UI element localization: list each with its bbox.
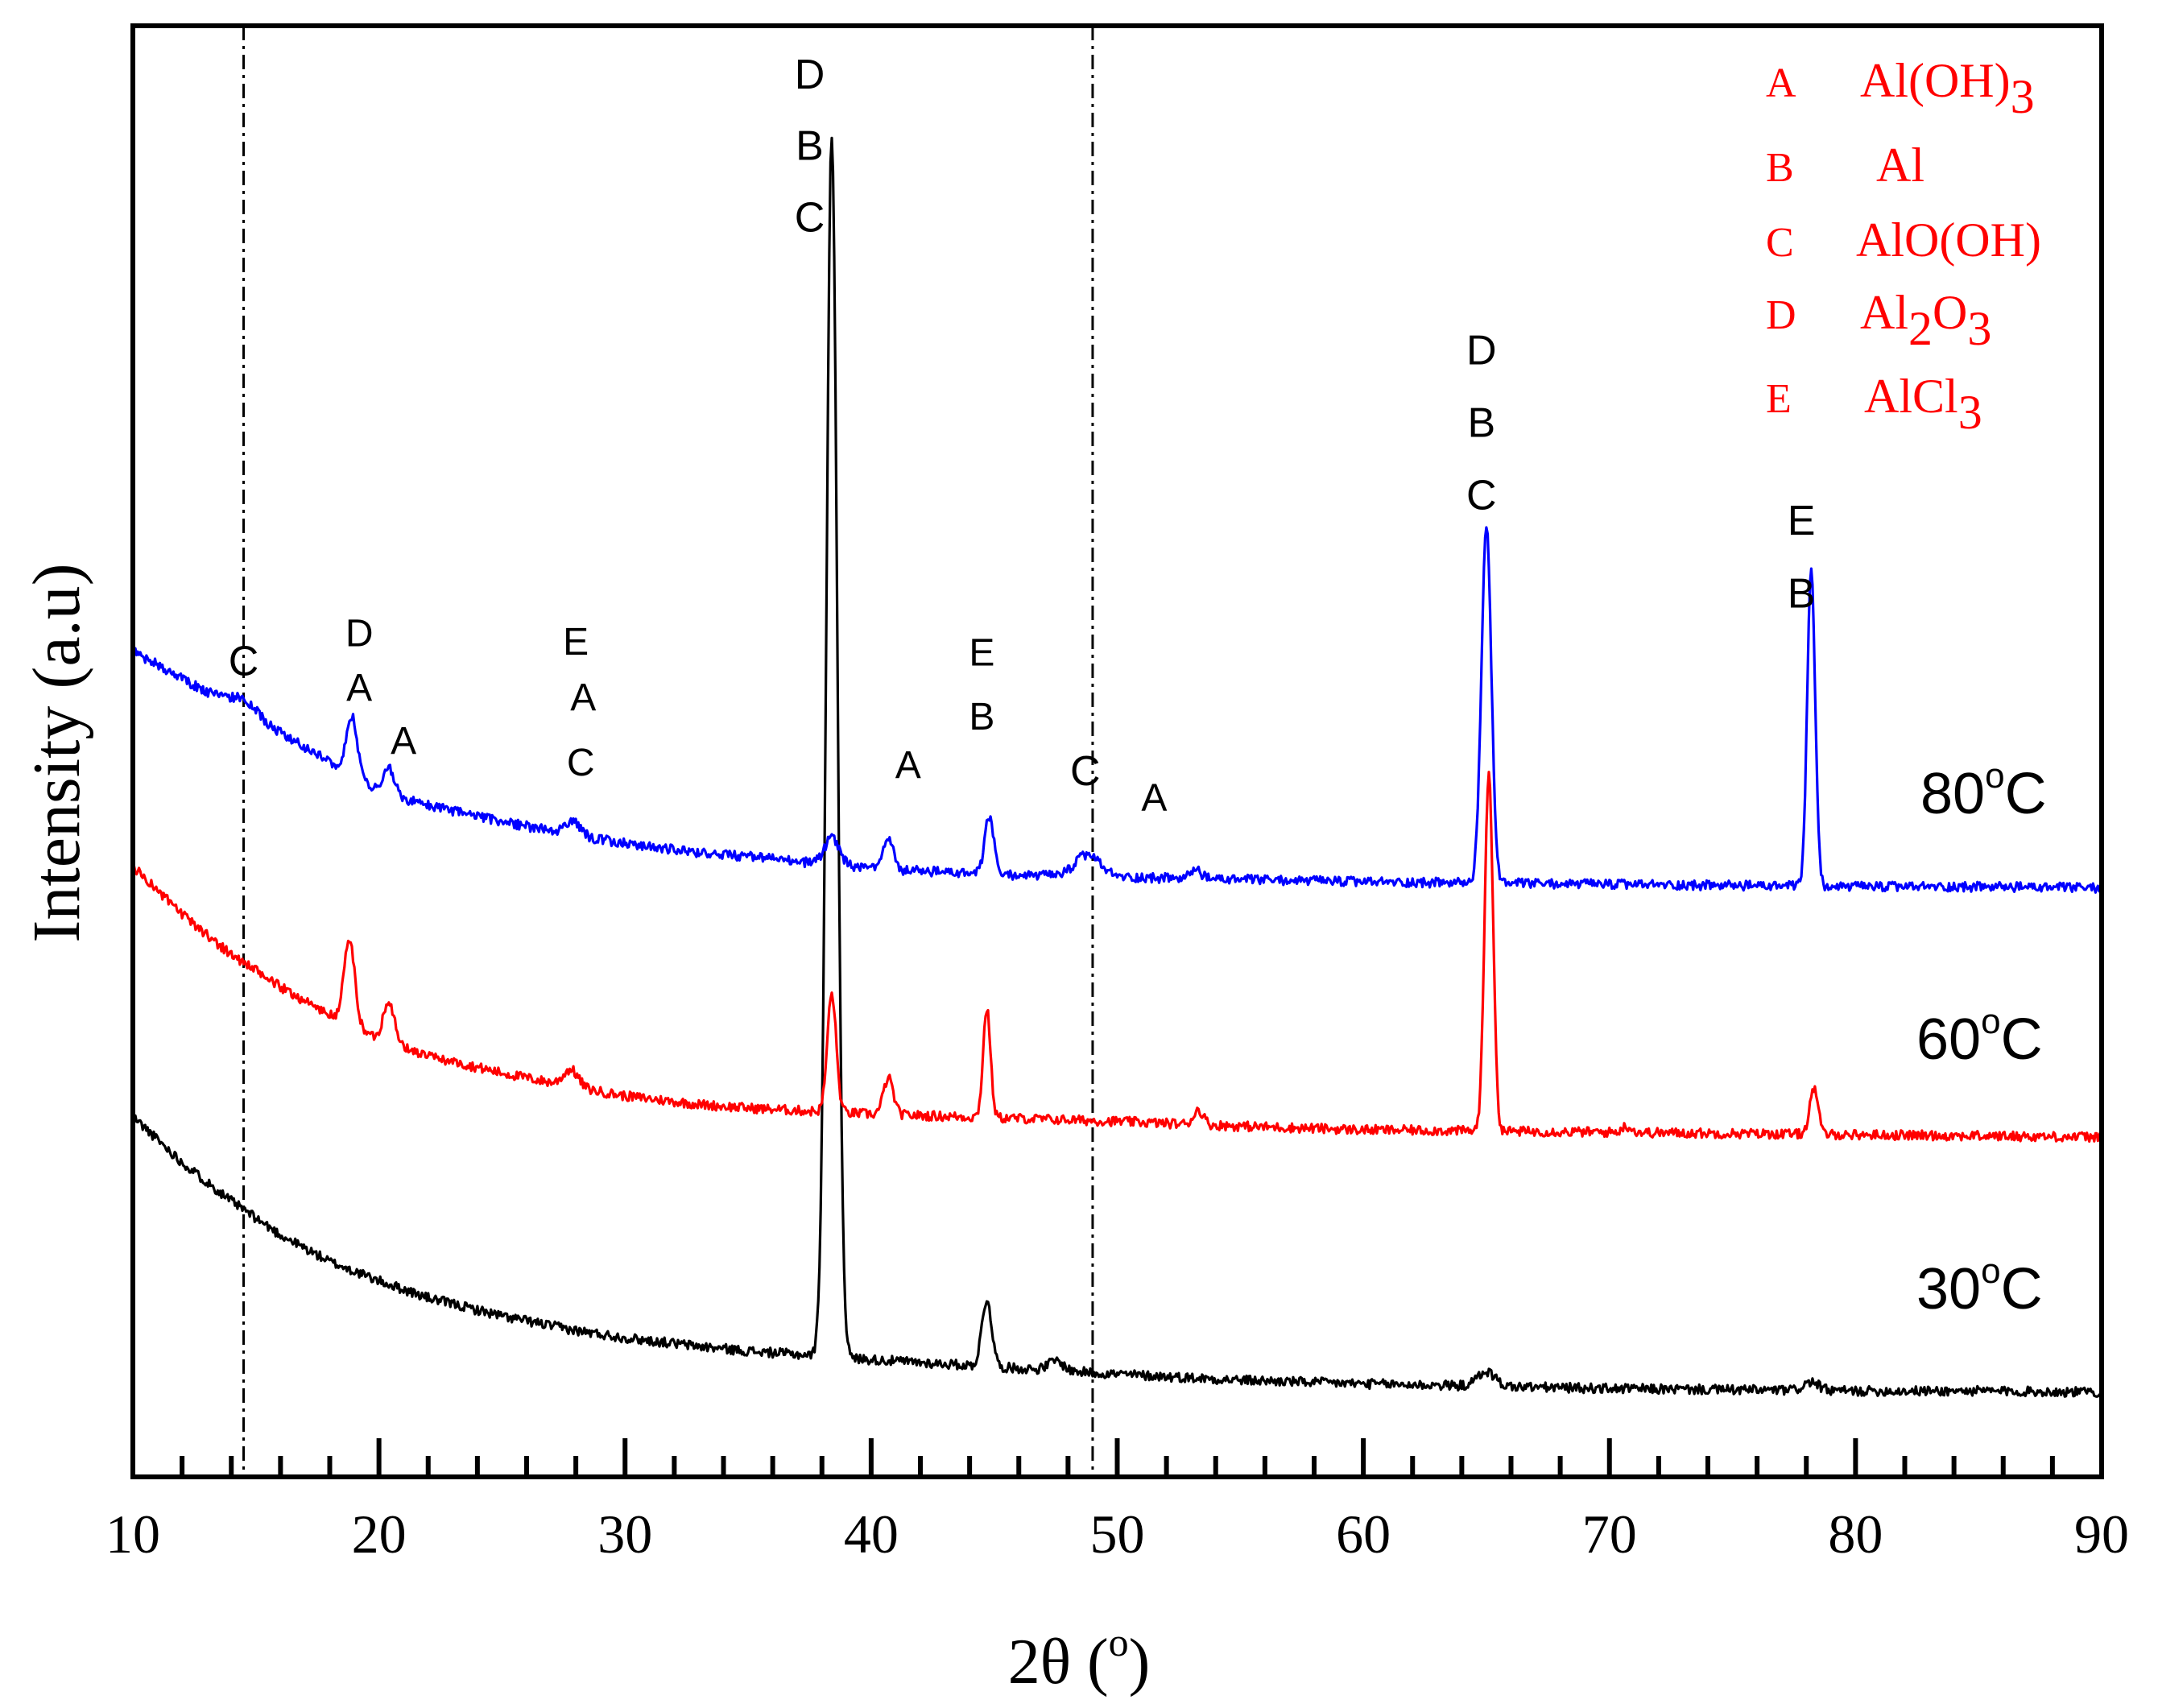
peak-label: C — [1070, 748, 1101, 795]
peak-label: C — [229, 638, 259, 684]
legend-formula: Al2O3 — [1860, 286, 1991, 355]
x-tick-label: 60 — [1336, 1503, 1391, 1565]
peak-label: A — [346, 667, 372, 709]
x-tick-label: 90 — [2074, 1503, 2129, 1565]
peak-label: B — [969, 696, 994, 738]
series-label-degree: o — [1981, 1251, 2000, 1291]
legend-key: B — [1766, 145, 1794, 191]
peak-label: E — [563, 621, 589, 664]
x-axis-title: 2θ (o) — [1008, 1619, 1151, 1698]
peak-label: A — [570, 676, 596, 719]
series-label-unit: C — [2001, 1007, 2043, 1072]
legend-formula: Al(OH)3 — [1860, 54, 2035, 123]
peak-label: C — [795, 194, 825, 241]
series-label: 30oC — [1916, 1251, 2043, 1321]
legend-key: E — [1766, 376, 1792, 422]
x-axis-title-sup: o — [1109, 1619, 1129, 1665]
series-layer — [131, 136, 2103, 1398]
legend-key: A — [1766, 60, 1796, 106]
peak-label: B — [1467, 400, 1495, 447]
x-tick-label: 40 — [844, 1503, 899, 1565]
x-axis-ticks — [130, 1438, 2104, 1477]
peak-label: A — [1141, 777, 1167, 820]
peak-label: C — [567, 742, 595, 784]
series-label-degree: o — [1985, 756, 2004, 796]
legend-formula: AlCl3 — [1864, 370, 1982, 439]
legend-key: C — [1766, 220, 1794, 266]
x-axis-title-close: ) — [1129, 1627, 1151, 1698]
series-label-unit: C — [2001, 1257, 2043, 1321]
x-tick-label: 70 — [1582, 1503, 1637, 1565]
reference-lines — [242, 26, 1094, 1477]
series-label-unit: C — [2005, 762, 2047, 826]
legend-formula: AlO(OH) — [1856, 213, 2041, 267]
peak-label: D — [345, 612, 374, 655]
legend-formula: Al — [1876, 139, 1924, 192]
series-label: 60oC — [1916, 1002, 2043, 1072]
peak-label: E — [1788, 498, 1816, 544]
series-line — [131, 526, 2102, 894]
peak-label: B — [796, 123, 824, 170]
series-line — [131, 771, 2103, 1143]
x-axis-tick-labels: 10 20 30 40 50 60 70 80 90 — [105, 1503, 2129, 1565]
series-label-number: 60 — [1916, 1007, 1981, 1072]
peak-label: E — [969, 631, 994, 674]
x-tick-label: 10 — [105, 1503, 160, 1565]
series-label-degree: o — [1981, 1002, 2000, 1041]
x-tick-label: 30 — [597, 1503, 652, 1565]
series-label-number: 30 — [1916, 1257, 1981, 1321]
peak-label: A — [895, 744, 921, 787]
legend-key: D — [1766, 292, 1796, 338]
x-tick-label: 50 — [1090, 1503, 1145, 1565]
peak-label: B — [1788, 570, 1816, 617]
series-label: 80oC — [1920, 756, 2047, 826]
series-label-number: 80 — [1920, 762, 1985, 826]
x-tick-label: 80 — [1828, 1503, 1883, 1565]
peak-label: D — [1466, 327, 1497, 374]
series-line — [131, 136, 2103, 1398]
legend: A Al(OH)3 B Al C AlO(OH) D Al2O3 E AlCl3 — [1766, 54, 2041, 439]
peak-label: C — [1466, 473, 1497, 519]
x-axis-title-main: 2θ ( — [1008, 1627, 1109, 1698]
peak-label: A — [391, 720, 416, 763]
x-tick-label: 20 — [352, 1503, 407, 1565]
y-axis-title: Intensity (a.u) — [19, 563, 94, 942]
peak-label: D — [795, 52, 825, 98]
